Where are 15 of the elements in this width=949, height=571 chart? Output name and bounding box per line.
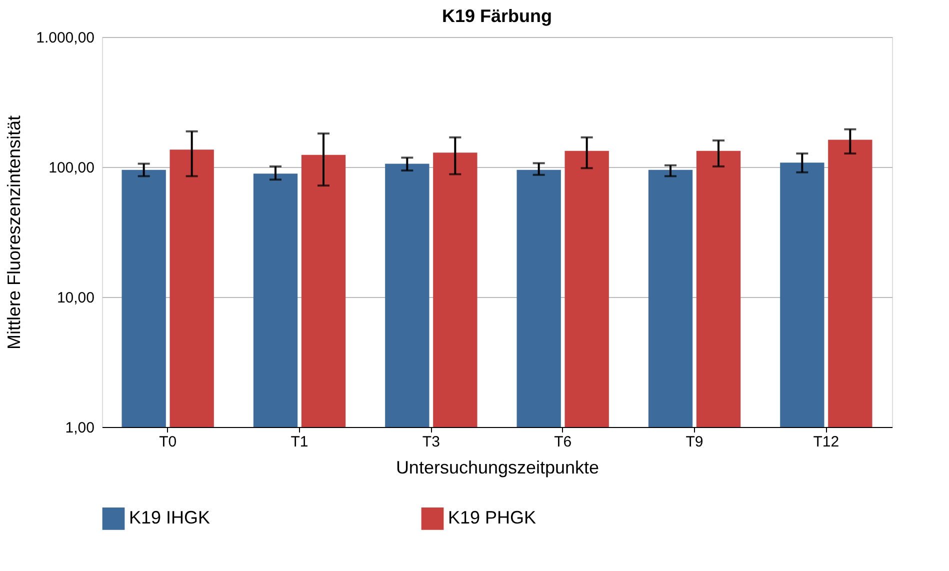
y-tick-label: 1.000,00 — [36, 30, 94, 46]
x-tick-label: T0 — [159, 434, 177, 450]
y-tick-label: 10,00 — [56, 290, 94, 306]
y-tick-label: 1,00 — [65, 420, 94, 436]
chart-title: K19 Färbung — [442, 6, 552, 26]
legend-label: K19 PHGK — [448, 508, 536, 528]
x-tick-label: T1 — [290, 434, 308, 450]
x-tick-label: T9 — [686, 434, 704, 450]
y-axis-title: Mittlere Fluoreszenzintensität — [4, 115, 24, 350]
x-tick-label: T3 — [422, 434, 440, 450]
x-axis-title: Untersuchungszeitpunkte — [396, 458, 600, 478]
legend-label: K19 IHGK — [129, 508, 210, 528]
y-tick-label: 100,00 — [48, 160, 94, 176]
x-tick-label: T12 — [813, 434, 840, 450]
x-tick-label: T6 — [554, 434, 572, 450]
